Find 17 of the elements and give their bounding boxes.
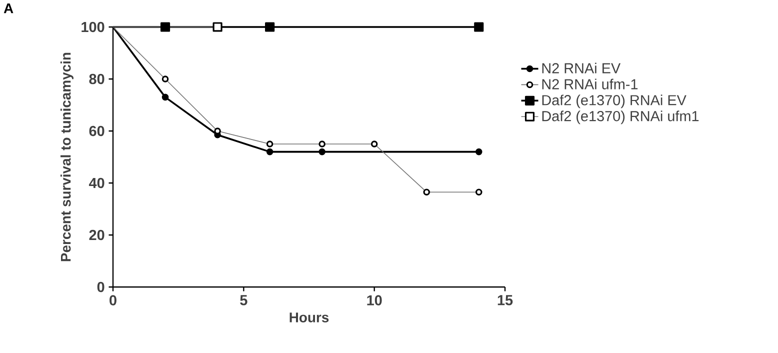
text: A (4, 4, 14, 14)
legend-label: N2 RNAi ufm-1 (542, 78, 638, 90)
y-tick-label: 80 (89, 74, 104, 84)
y-tick-label: 0 (97, 282, 104, 292)
x-tick-label: 0 (110, 295, 116, 306)
x-tick-label: 5 (240, 295, 248, 306)
y-axis-title: Percent survival to tunicamycin (60, 52, 74, 262)
legend-label: Daf2 (e1370) RNAi ufm1 (542, 110, 699, 124)
x-tick-label: 10 (367, 295, 382, 306)
y-tick-label: 40 (88, 178, 104, 188)
x-axis-title: Hours (290, 312, 329, 322)
y-tick-label: 20 (89, 230, 104, 240)
legend-label: Daf2 (e1370) RNAi EV (542, 94, 686, 108)
x-tick-label: 15 (498, 295, 513, 306)
legend-label: N2 RNAi EV (542, 62, 621, 74)
y-tick-label: 60 (89, 126, 104, 136)
y-tick-label: 100 (82, 22, 104, 32)
